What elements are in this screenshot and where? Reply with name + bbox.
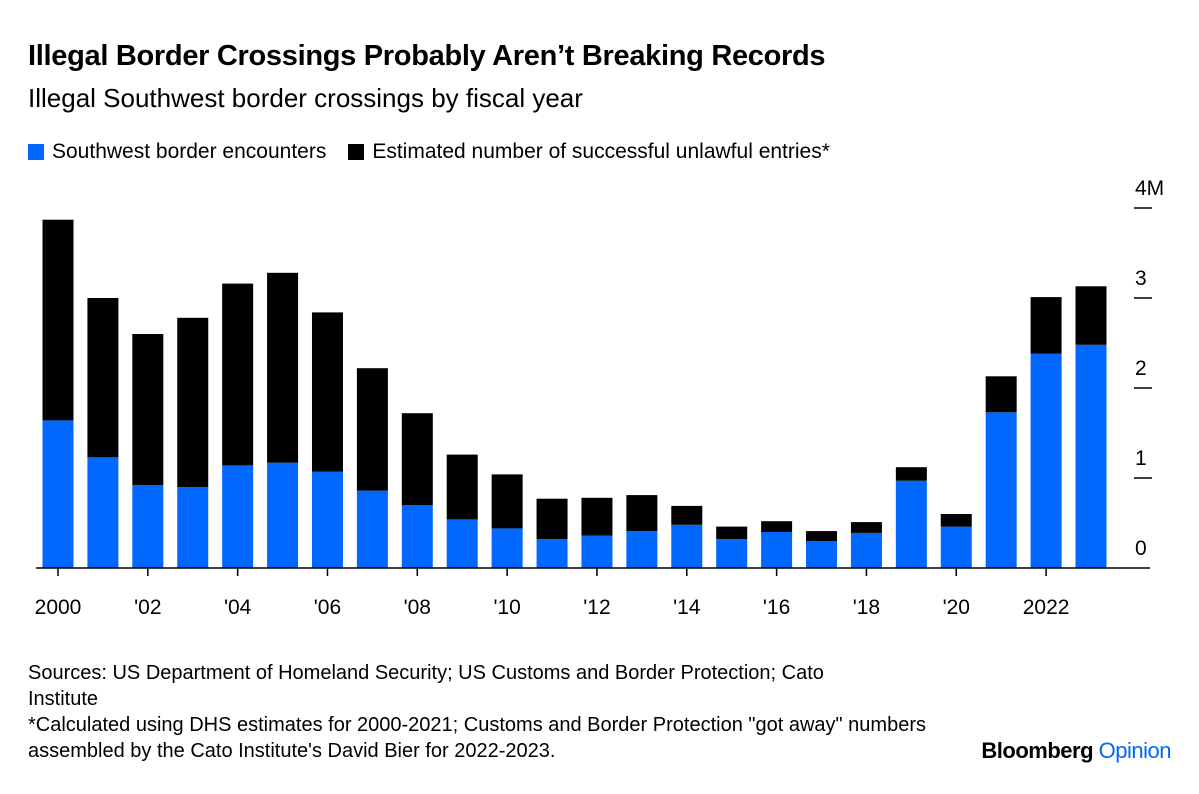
bar-segment-entries xyxy=(940,514,972,527)
x-tick-label: '16 xyxy=(763,596,790,619)
x-tick-label: '02 xyxy=(134,596,161,619)
sources-note: Sources: US Department of Homeland Secur… xyxy=(28,662,824,710)
bar-segment-encounters xyxy=(446,519,478,568)
bar-segment-entries xyxy=(536,498,568,540)
bar-segment-encounters xyxy=(401,505,433,568)
bar-segment-encounters xyxy=(267,462,299,568)
brand-suffix: Opinion xyxy=(1098,738,1172,763)
bar-segment-encounters xyxy=(491,528,523,568)
bar-segment-encounters xyxy=(581,535,613,568)
bar-segment-entries xyxy=(985,376,1017,413)
bar-segment-encounters xyxy=(177,487,209,568)
bar-segment-entries xyxy=(895,467,927,481)
x-tick-label: '04 xyxy=(224,596,252,619)
y-tick-label: 3 xyxy=(1135,267,1147,290)
bar-segment-entries xyxy=(671,505,703,525)
bar-segment-entries xyxy=(716,526,748,540)
x-tick-label: '12 xyxy=(583,596,610,619)
bar-segment-encounters xyxy=(42,420,74,568)
legend: Southwest border encounters Estimated nu… xyxy=(28,140,852,164)
bar-segment-encounters xyxy=(806,541,838,568)
bar-segment-encounters xyxy=(671,524,703,568)
bar-segment-entries xyxy=(87,298,119,458)
bar-segment-encounters xyxy=(222,465,254,568)
bar-segment-encounters xyxy=(895,480,927,568)
brand-logo: Bloomberg Opinion xyxy=(981,738,1171,764)
footnotes: Sources: US Department of Homeland Secur… xyxy=(28,660,948,764)
x-tick-label: 2022 xyxy=(1023,596,1070,619)
bar-segment-entries xyxy=(401,413,433,505)
x-tick-label: '10 xyxy=(493,596,520,619)
bar-segment-encounters xyxy=(132,485,164,568)
legend-label: Estimated number of successful unlawful … xyxy=(372,140,830,163)
bar-segment-encounters xyxy=(311,471,343,568)
x-tick-label: '14 xyxy=(673,596,701,619)
bar-segment-encounters xyxy=(761,532,793,568)
x-tick-label: '20 xyxy=(943,596,970,619)
bar-segment-entries xyxy=(581,497,613,536)
y-tick-label: 1 xyxy=(1135,447,1147,470)
bar-segment-entries xyxy=(446,454,478,520)
bar-segment-entries xyxy=(267,272,299,463)
legend-item-encounters: Southwest border encounters xyxy=(28,140,326,164)
chart-subtitle: Illegal Southwest border crossings by fi… xyxy=(28,83,583,113)
bar-segment-entries xyxy=(222,283,254,466)
bar-segment-entries xyxy=(1030,297,1062,354)
method-note: *Calculated using DHS estimates for 2000… xyxy=(28,714,926,762)
bar-segment-entries xyxy=(356,368,388,491)
bar-segment-encounters xyxy=(716,539,748,568)
chart-title: Illegal Border Crossings Probably Aren’t… xyxy=(28,40,826,72)
bar-segment-entries xyxy=(42,219,74,421)
bar-segment-entries xyxy=(761,521,793,532)
bar-segment-encounters xyxy=(1075,344,1107,568)
x-tick-label: '06 xyxy=(314,596,341,619)
y-tick-label: 0 xyxy=(1135,537,1147,560)
bar-segment-encounters xyxy=(940,526,972,568)
bar-segment-entries xyxy=(850,522,882,533)
bar-segment-entries xyxy=(311,312,343,472)
y-tick-label: 4M xyxy=(1135,177,1164,200)
legend-label: Southwest border encounters xyxy=(52,140,327,163)
bar-segment-encounters xyxy=(985,412,1017,568)
x-tick-label: '08 xyxy=(404,596,431,619)
x-tick-label: 2000 xyxy=(35,596,82,619)
bar-segment-entries xyxy=(1075,286,1107,345)
bar-segment-encounters xyxy=(87,457,119,568)
bar-segment-entries xyxy=(806,531,838,541)
bar-segment-entries xyxy=(177,317,209,487)
bar-segment-encounters xyxy=(850,532,882,568)
legend-item-entries: Estimated number of successful unlawful … xyxy=(348,140,830,164)
bar-segment-encounters xyxy=(536,539,568,568)
legend-swatch-blue xyxy=(28,144,44,160)
bar-segment-encounters xyxy=(626,531,658,568)
bar-segment-entries xyxy=(132,334,164,486)
legend-swatch-black xyxy=(348,144,365,160)
bar-segment-entries xyxy=(491,474,523,529)
y-tick-label: 2 xyxy=(1135,357,1147,380)
bar-segment-encounters xyxy=(1030,353,1062,568)
bar-segment-entries xyxy=(626,495,658,532)
bar-segment-encounters xyxy=(356,490,388,568)
brand-name: Bloomberg xyxy=(981,738,1094,763)
x-tick-label: '18 xyxy=(853,596,880,619)
